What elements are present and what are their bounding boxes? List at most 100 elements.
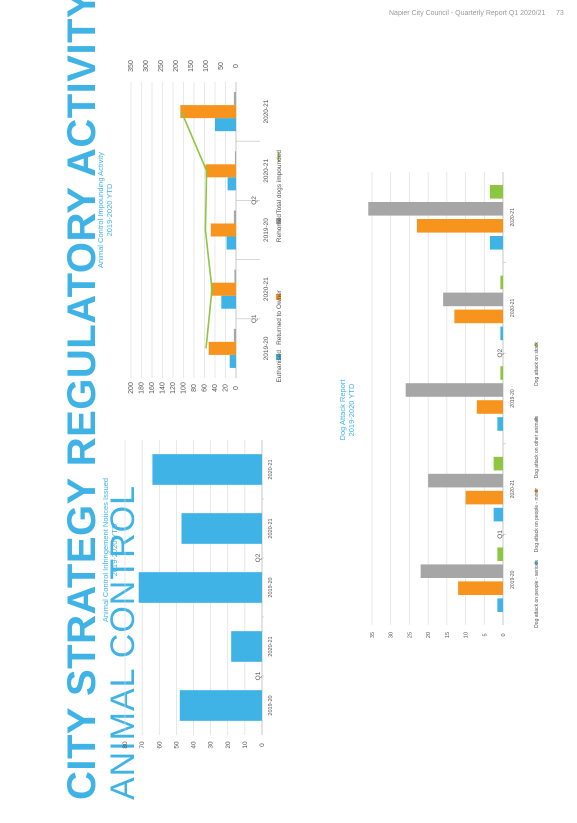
- bar-1: [180, 105, 236, 119]
- bar-0: [227, 177, 236, 191]
- bar: [181, 513, 262, 544]
- secondary-tick-label: 0: [233, 64, 240, 68]
- bar: [138, 572, 262, 603]
- bar-0: [497, 598, 503, 612]
- tick-label: 10: [242, 741, 249, 749]
- bar-2: [443, 292, 503, 307]
- category-label: 2020-21: [510, 299, 516, 318]
- tick-label: 20: [223, 384, 230, 392]
- tick-label: 200: [128, 382, 135, 394]
- legend-label: Returned to Owner: [276, 289, 283, 345]
- bar-3: [493, 456, 503, 471]
- legend-label: Rehomed: [276, 214, 283, 243]
- tick-label: 40: [212, 384, 219, 392]
- bar-2: [233, 92, 236, 106]
- bar-0: [226, 236, 236, 250]
- legend-label: Dog attack on other animals: [534, 416, 540, 479]
- legend-swatch: [276, 294, 281, 300]
- category-label: 2020-21: [263, 99, 270, 123]
- bar-3: [500, 275, 503, 290]
- secondary-tick-label: 300: [143, 60, 150, 72]
- bar-0: [500, 326, 503, 341]
- tick-label: 5: [482, 633, 488, 636]
- tick-label: 15: [445, 632, 451, 638]
- group-label: Q2: [251, 196, 258, 205]
- tick-label: 80: [191, 384, 198, 392]
- bar-1: [205, 164, 236, 178]
- legend-label: Total dogs impounded: [276, 150, 283, 214]
- total-line: [180, 111, 213, 349]
- bar-1: [465, 490, 503, 505]
- bar-0: [221, 295, 236, 309]
- tick-label: 140: [160, 382, 167, 394]
- group-label: Q1: [251, 314, 258, 323]
- bar-0: [229, 354, 236, 368]
- category-label: 2020-21: [268, 518, 274, 538]
- legend-label: Euthanised: [276, 350, 283, 383]
- tick-label: 0: [233, 386, 240, 390]
- tick-label: 25: [407, 632, 413, 638]
- chart-title: Animal Control Impounding Activity: [96, 152, 105, 268]
- chart-subtitle: 2019-2020 YTD: [110, 523, 119, 576]
- tick-label: 20: [225, 741, 232, 749]
- tick-label: 20: [426, 632, 432, 638]
- chart-title: Animal Control Infringement Notices Issu…: [101, 478, 110, 622]
- secondary-tick-label: 100: [203, 60, 210, 72]
- bar-2: [405, 383, 503, 397]
- tick-label: 35: [370, 632, 376, 638]
- bar-1: [416, 218, 503, 233]
- bar-2: [234, 151, 236, 165]
- category-label: 2019-20: [268, 695, 274, 715]
- tick-label: 50: [173, 741, 180, 749]
- tick-label: 60: [202, 384, 209, 392]
- bar-2: [233, 210, 236, 224]
- bar-2: [233, 328, 236, 342]
- secondary-tick-label: 250: [158, 60, 165, 72]
- tick-label: 100: [181, 382, 188, 394]
- bar-2: [234, 269, 236, 283]
- bar: [179, 690, 262, 721]
- chart-subtitle: 2019-2020 YTD: [347, 383, 356, 436]
- bar-3: [500, 366, 503, 380]
- group-label: Q2: [497, 348, 504, 357]
- secondary-tick-label: 350: [128, 60, 135, 72]
- bar-0: [497, 417, 503, 431]
- category-label: 2020-21: [510, 480, 516, 499]
- group-label: Q1: [255, 671, 262, 680]
- chart-title: Dog Attack Report: [338, 379, 347, 441]
- bar-1: [458, 581, 503, 595]
- bar: [231, 631, 262, 662]
- secondary-tick-label: 200: [173, 60, 180, 72]
- legend-swatch: [534, 343, 538, 347]
- bar-3: [497, 547, 503, 562]
- category-label: 2020-21: [263, 158, 270, 182]
- bar: [152, 454, 262, 485]
- category-label: 2019-20: [263, 336, 270, 360]
- tick-label: 70: [139, 741, 146, 749]
- bar-1: [208, 341, 236, 355]
- category-label: 2020-21: [268, 459, 274, 479]
- tick-label: 30: [208, 741, 215, 749]
- legend-swatch: [276, 218, 281, 224]
- bar-1: [210, 282, 236, 296]
- category-label: 2019-20: [510, 570, 516, 589]
- tick-label: 40: [191, 741, 198, 749]
- legend-swatch: [534, 417, 538, 421]
- secondary-tick-label: 50: [218, 62, 225, 70]
- tick-label: 60: [156, 741, 163, 749]
- group-label: Q1: [497, 530, 504, 539]
- category-label: 2019-20: [268, 577, 274, 597]
- tick-label: 180: [139, 382, 146, 394]
- category-label: 2019-20: [510, 389, 516, 408]
- legend-label: Dog attack on people - minor: [534, 488, 540, 553]
- bar-2: [420, 564, 503, 579]
- tick-label: 160: [149, 382, 156, 394]
- bar-1: [476, 400, 503, 414]
- secondary-tick-label: 150: [188, 60, 195, 72]
- category-label: 2020-21: [510, 208, 516, 227]
- legend-swatch: [534, 489, 538, 493]
- group-label: Q2: [255, 553, 262, 562]
- category-label: 2019-20: [263, 218, 270, 242]
- bar-2: [428, 473, 503, 488]
